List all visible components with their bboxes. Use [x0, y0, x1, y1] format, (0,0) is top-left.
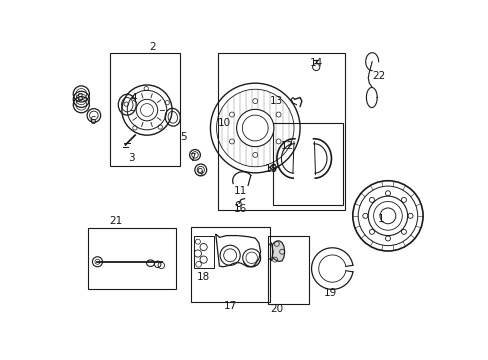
- Text: 4: 4: [130, 93, 136, 103]
- Text: 14: 14: [309, 58, 322, 68]
- Bar: [190, 226, 269, 302]
- Text: 5: 5: [180, 132, 186, 142]
- Text: 16: 16: [234, 204, 247, 214]
- Text: 13: 13: [269, 96, 283, 106]
- Text: 22: 22: [371, 71, 385, 81]
- Text: 19: 19: [323, 288, 337, 298]
- Text: 21: 21: [108, 216, 122, 226]
- Text: 1: 1: [377, 215, 383, 224]
- Bar: [110, 53, 180, 166]
- Text: 10: 10: [218, 118, 231, 128]
- Text: 17: 17: [223, 301, 236, 311]
- Text: 9: 9: [196, 168, 203, 178]
- Bar: [217, 53, 344, 211]
- Polygon shape: [272, 241, 284, 261]
- Text: 2: 2: [149, 42, 156, 52]
- Text: 11: 11: [234, 186, 247, 196]
- Bar: [267, 235, 308, 304]
- Text: 12: 12: [280, 141, 294, 151]
- Text: 7: 7: [189, 153, 195, 163]
- Bar: [273, 123, 343, 205]
- Text: 20: 20: [270, 304, 283, 314]
- Bar: [193, 235, 214, 268]
- Text: 3: 3: [128, 153, 135, 163]
- Text: 8: 8: [76, 93, 82, 103]
- Bar: [88, 228, 176, 289]
- Text: 18: 18: [196, 272, 209, 282]
- Circle shape: [236, 109, 273, 147]
- Text: 15: 15: [264, 164, 278, 174]
- Text: 6: 6: [89, 116, 95, 126]
